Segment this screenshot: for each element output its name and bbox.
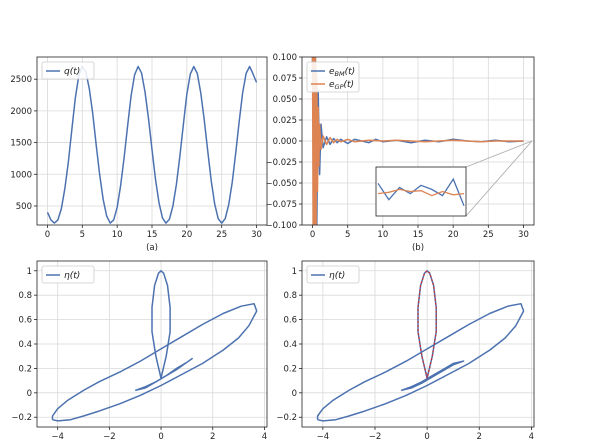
y-tick-label: 0.6 xyxy=(18,316,32,326)
inset-series-bm xyxy=(377,177,465,207)
inset-series-gp xyxy=(377,188,465,197)
series-group xyxy=(316,270,525,422)
x-tick-label: 20 xyxy=(448,230,459,240)
series-line-3 xyxy=(400,360,465,392)
legend-label: eBM(t) xyxy=(329,67,355,78)
series-line-1 xyxy=(316,302,525,422)
x-tick-label: −2 xyxy=(103,432,116,442)
x-tick-label: −2 xyxy=(369,432,382,442)
legend-label: η(t) xyxy=(329,271,345,281)
series-line-2 xyxy=(151,270,171,379)
series-line-4 xyxy=(417,270,437,379)
y-tick-label: 2500 xyxy=(10,75,32,85)
x-tick-label: 2 xyxy=(210,432,215,442)
y-tick-label: 1 xyxy=(27,267,32,277)
x-tick-label: 10 xyxy=(377,230,388,240)
y-tick-label: 0.4 xyxy=(283,340,297,350)
chart-panel-1: 0 5 10 15 20 25 30 500 1000 1500 2000 2500 (a) q(t) xyxy=(10,56,268,253)
x-tick-label: 15 xyxy=(413,230,424,240)
series-group xyxy=(51,270,258,422)
chart-panel-4: −4 −2 0 2 4 −0.2 0 0.2 0.4 0.6 0.8 1 η(t) xyxy=(276,260,535,442)
x-tick-label: 0 xyxy=(158,432,163,442)
x-tick-label: 20 xyxy=(181,230,192,240)
x-tick-label: 5 xyxy=(80,230,85,240)
x-tick-label: 4 xyxy=(529,432,534,442)
y-tick-label: 0.4 xyxy=(18,340,32,350)
x-tick-label: 0 xyxy=(424,432,429,442)
y-tick-label: 0.2 xyxy=(283,364,297,374)
y-tick-label: −0.025 xyxy=(266,158,297,168)
chart-panel-3: −4 −2 0 2 4 −0.2 0 0.2 0.4 0.6 0.8 1 η(t) xyxy=(11,260,268,442)
y-tick-label: 2000 xyxy=(10,107,32,117)
y-tick-label: 0.8 xyxy=(283,291,297,301)
x-tick-label: −4 xyxy=(317,432,330,442)
y-tick-label: 0.6 xyxy=(283,316,297,326)
x-tick-label: 2 xyxy=(477,432,482,442)
y-tick-label: 0.000 xyxy=(273,137,297,147)
x-tick-label: 10 xyxy=(112,230,123,240)
y-tick-label: −0.2 xyxy=(11,413,32,423)
y-tick-label: 0.2 xyxy=(18,364,32,374)
y-tick-label: 1500 xyxy=(10,139,32,149)
y-tick-label: 0.050 xyxy=(273,95,297,105)
legend-label: q(t) xyxy=(64,67,80,77)
y-tick-label: −0.050 xyxy=(266,179,297,189)
x-tick-label: 30 xyxy=(518,230,529,240)
y-tick-label: 0.8 xyxy=(18,291,32,301)
x-tick-label: −4 xyxy=(51,432,64,442)
x-tick-label: 0 xyxy=(310,230,315,240)
chart-panel-2: 0 5 10 15 20 25 30 −0.100 −0.075 −0.050 −0.025 0.00… xyxy=(266,53,535,253)
series-line-3 xyxy=(134,357,193,392)
x-tick-label: 4 xyxy=(262,432,267,442)
y-tick-label: −0.2 xyxy=(276,413,297,423)
y-tick-label: 0 xyxy=(292,389,297,399)
panel-caption: (b) xyxy=(412,243,424,253)
legend-label: η(t) xyxy=(64,271,80,281)
legend-box xyxy=(306,265,360,284)
series-group xyxy=(311,57,524,225)
y-tick-label: 500 xyxy=(16,202,32,212)
legend-label: eGP(t) xyxy=(329,80,354,91)
y-tick-label: 0.075 xyxy=(273,74,297,84)
x-tick-label: 0 xyxy=(45,230,50,240)
legend-box xyxy=(41,265,95,284)
y-tick-label: 0.025 xyxy=(273,116,297,126)
y-tick-label: 1 xyxy=(292,267,297,277)
inset-connector xyxy=(465,140,533,168)
series-line-2 xyxy=(311,57,524,225)
x-tick-label: 25 xyxy=(216,230,227,240)
y-tick-label: 0 xyxy=(27,389,32,399)
legend-box xyxy=(41,61,95,80)
x-tick-label: 25 xyxy=(483,230,494,240)
series-line-1 xyxy=(51,302,258,422)
x-tick-label: 15 xyxy=(147,230,158,240)
inset-connector xyxy=(465,140,533,217)
y-tick-label: −0.100 xyxy=(266,221,297,231)
x-tick-label: 30 xyxy=(251,230,262,240)
y-tick-label: 0.100 xyxy=(273,53,297,63)
y-tick-label: 1000 xyxy=(10,170,32,180)
y-tick-label: −0.075 xyxy=(266,200,297,210)
x-tick-label: 5 xyxy=(345,230,350,240)
panel-caption: (a) xyxy=(146,243,158,253)
